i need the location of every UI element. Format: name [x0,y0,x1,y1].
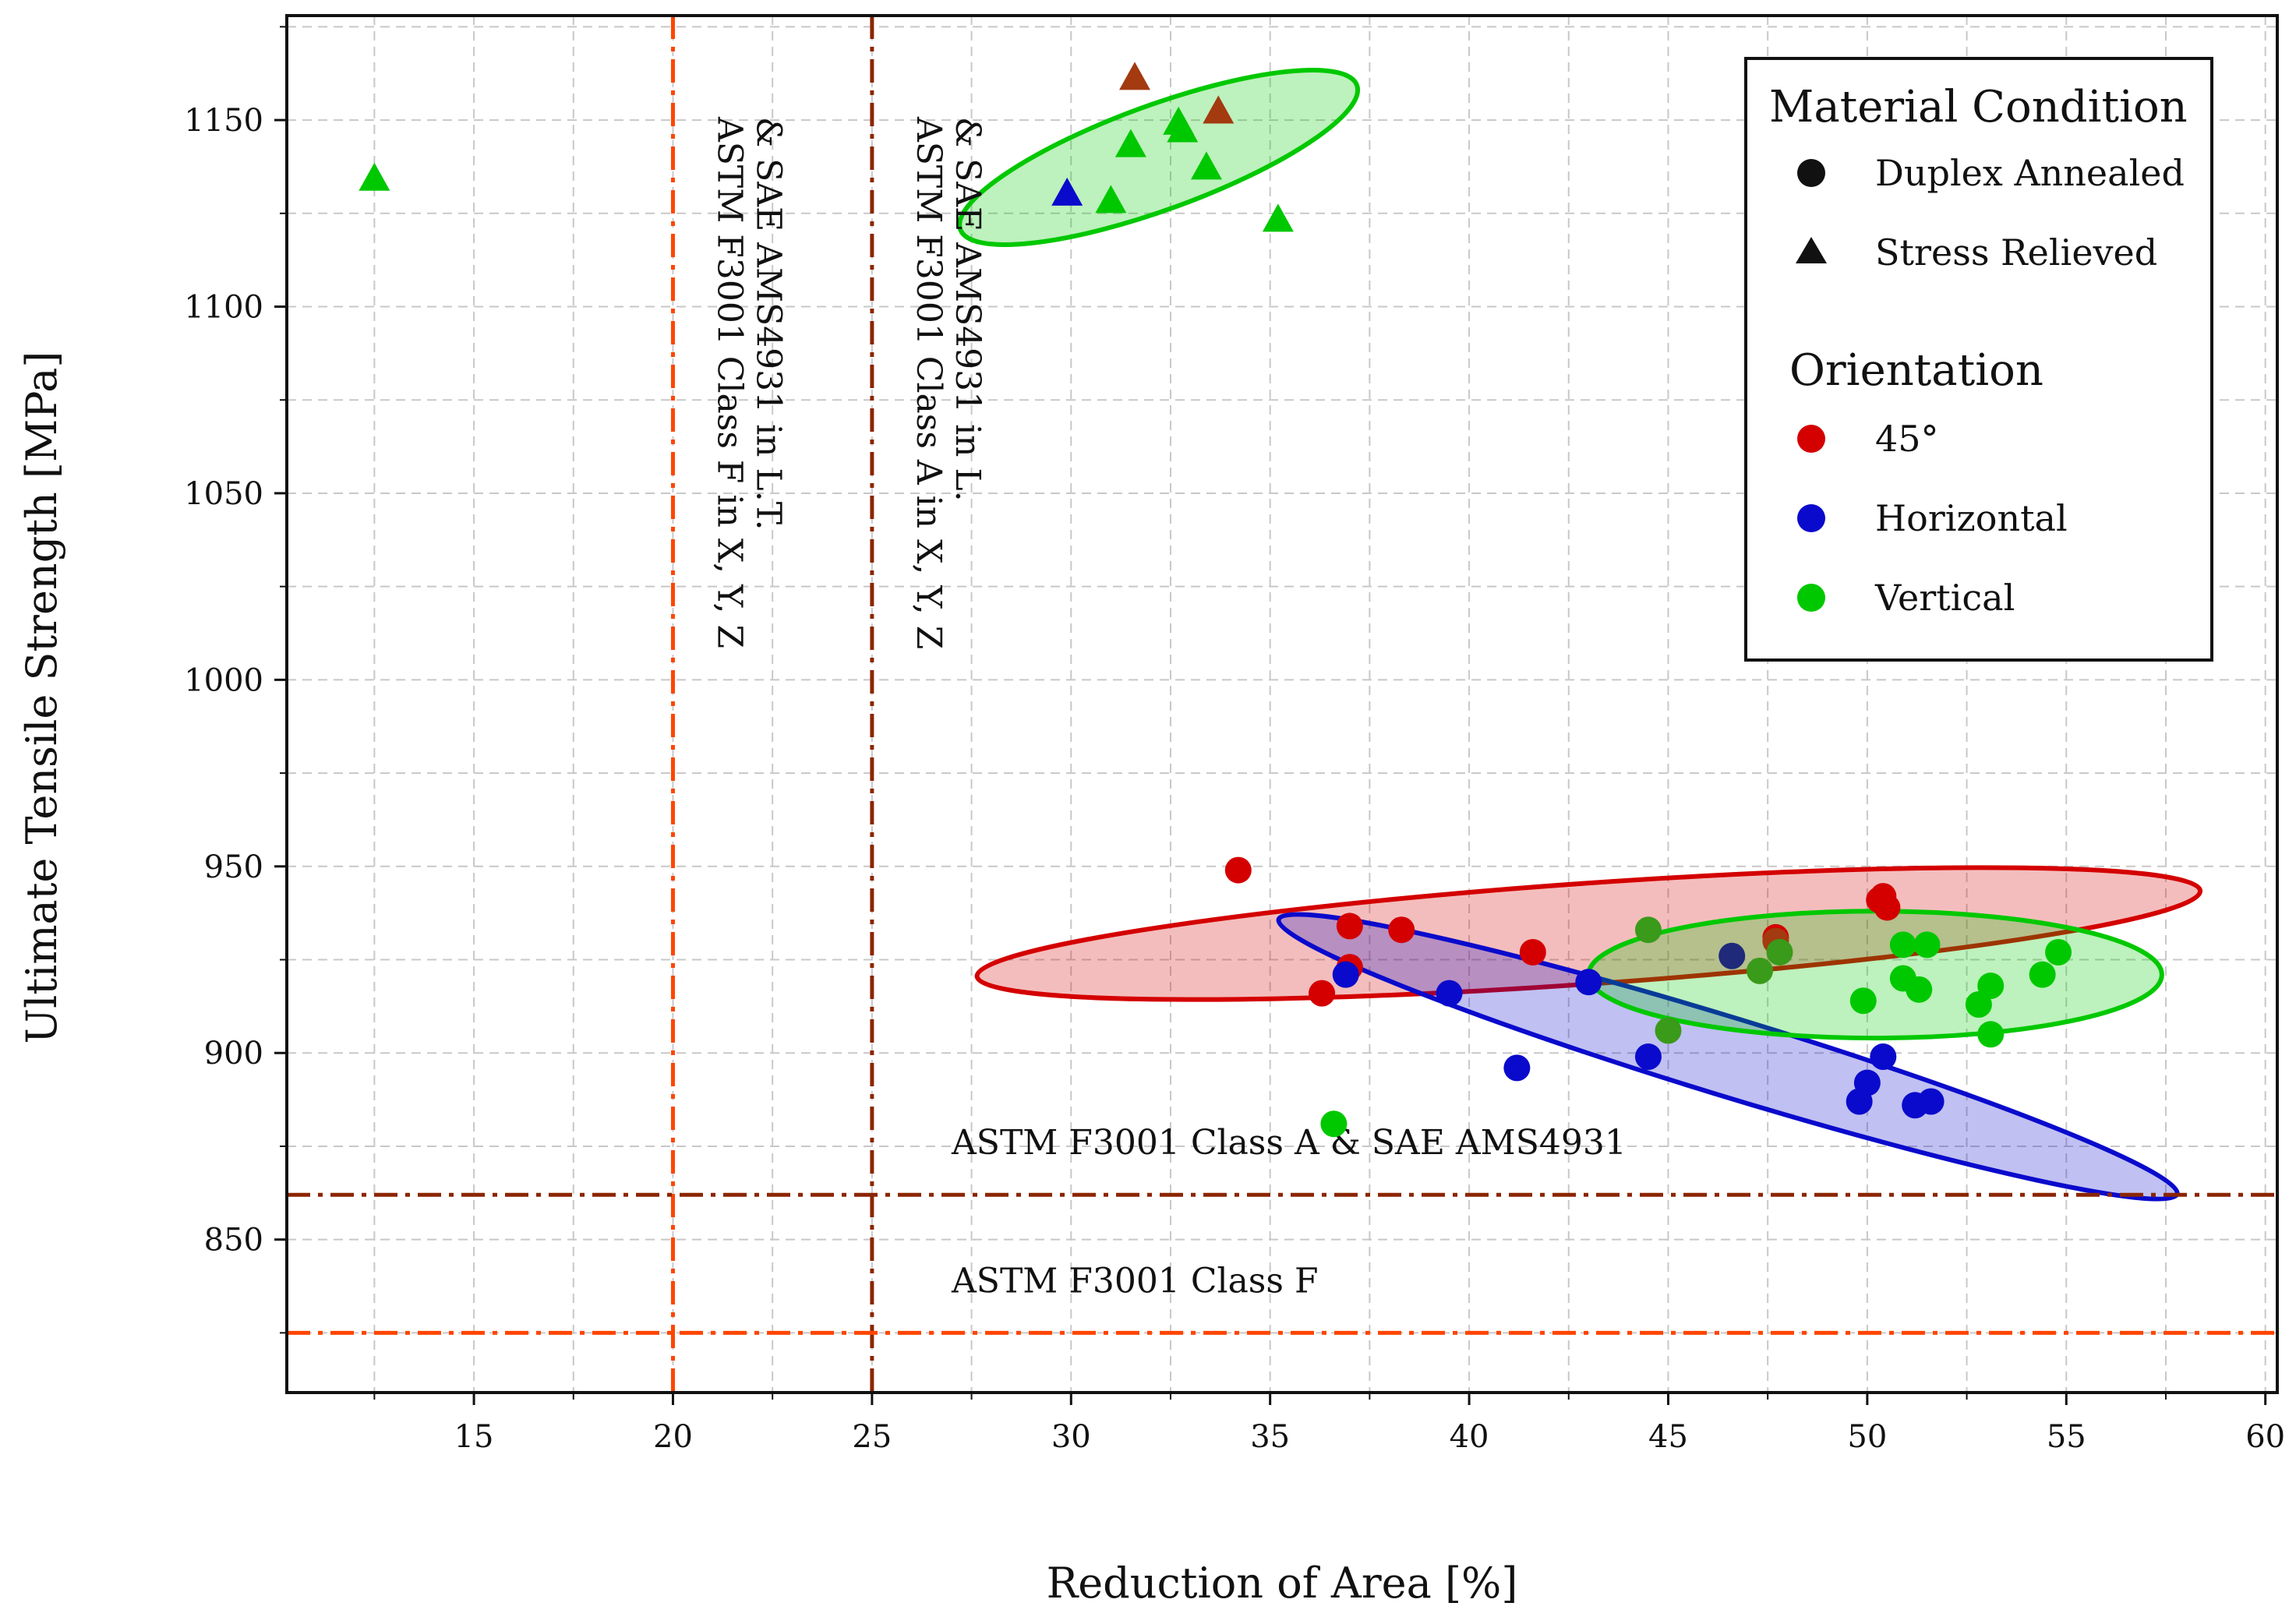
data-point-circle [1889,931,1916,959]
y-tick-label: 1050 [184,476,263,512]
legend-vertical-marker [1797,584,1825,612]
data-point-triangle [1051,177,1083,206]
data-point-circle [2045,938,2072,966]
y-tick-label: 850 [204,1223,263,1259]
data-point-circle [1870,1043,1897,1071]
y-tick-label: 1000 [184,662,263,698]
legend-horizontal-marker [1797,504,1825,532]
data-point-circle [1977,1021,2005,1048]
reference-label-horizontal: ASTM F3001 Class F [951,1261,1318,1301]
legend-45deg-marker [1797,425,1825,453]
reference-label-horizontal: ASTM F3001 Class A & SAE AMS4931 [951,1123,1627,1163]
x-tick-label: 50 [1847,1419,1887,1455]
x-tick-label: 30 [1051,1419,1091,1455]
x-tick-label: 60 [2245,1419,2285,1455]
y-axis-label: Ultimate Tensile Strength [MPa] [17,351,66,1044]
data-point-circle [1849,987,1877,1015]
data-point-circle [1519,938,1546,966]
legend-duplex-annealed-marker [1797,159,1825,187]
data-point-circle [1634,1043,1662,1071]
data-point-circle [1746,957,1773,984]
data-point-circle [1917,1088,1945,1115]
x-tick-label: 45 [1648,1419,1688,1455]
data-point-circle [1332,961,1359,988]
reference-label-vertical: ASTM F3001 Class F in X, Y, Z [709,116,749,648]
x-axis-label: Reduction of Area [%] [1047,1559,1518,1608]
data-point-circle [1388,916,1415,944]
data-point-triangle [359,162,390,191]
data-point-triangle [1167,114,1199,143]
reference-label-vertical: & SAE AMS4931 in L. [948,117,987,502]
legend-horizontal-label: Horizontal [1875,497,2068,539]
data-point-triangle [1203,95,1235,124]
data-point-circle [1575,969,1602,996]
legend: Material Condition Duplex Annealed Stres… [1744,57,2213,662]
data-point-circle [1503,1054,1531,1082]
x-tick-label: 25 [852,1419,892,1455]
legend-orientation-title: Orientation [1789,345,2043,396]
plot-frame [285,14,2279,1394]
data-points [359,62,2072,1138]
y-tick-label: 1100 [184,290,263,326]
legend-stress-relieved-marker [1796,237,1827,263]
legend-box [1744,57,2213,662]
y-tick-label: 1150 [184,103,263,139]
x-tick-label: 40 [1450,1419,1489,1455]
axes: 15 20 25 30 35 40 45 50 55 60 850 900 950 1000 1050 110… [184,14,2285,1455]
data-point-circle [1336,913,1363,940]
data-point-circle [1866,886,1893,913]
data-point-circle [1718,942,1746,969]
data-point-circle [1766,938,1793,966]
x-tick-label: 55 [2047,1419,2086,1455]
data-point-triangle [1119,62,1151,90]
y-tick-label: 900 [204,1036,263,1071]
data-point-circle [1224,856,1252,884]
data-point-circle [1436,980,1463,1007]
data-point-circle [1977,973,2005,1000]
data-point-triangle [1190,151,1222,180]
x-tick-label: 20 [653,1419,693,1455]
data-point-circle [1913,931,1941,959]
x-tick-label: 35 [1250,1419,1290,1455]
confidence-ellipse-stress-relieved [957,67,1361,247]
data-point-circle [1320,1110,1348,1138]
legend-45deg-label: 45° [1875,418,1939,460]
legend-material-title: Material Condition [1769,82,2188,132]
reference-label-vertical: ASTM F3001 Class A in X, Y, Z [909,116,948,649]
data-point-triangle [1262,203,1294,232]
legend-duplex-annealed-label: Duplex Annealed [1875,152,2185,194]
y-tick-label: 950 [204,849,263,885]
legend-vertical-label: Vertical [1874,577,2015,619]
data-point-triangle [1095,185,1127,214]
data-point-triangle [1114,129,1146,157]
data-point-circle [1634,916,1662,944]
legend-stress-relieved-label: Stress Relieved [1875,231,2157,274]
data-point-circle [1889,965,1916,992]
reference-lines: ASTM F3001 Class F in X, Y, Z & SAE AMS49… [287,16,2277,1393]
ellipse-group [957,67,1361,247]
data-point-circle [2029,961,2056,988]
reference-label-vertical: & SAE AMS4931 in L.T. [748,117,788,531]
x-tick-label: 15 [454,1419,494,1455]
data-point-circle [1846,1088,1873,1115]
data-point-circle [1655,1017,1682,1044]
data-point-circle [1309,980,1336,1007]
